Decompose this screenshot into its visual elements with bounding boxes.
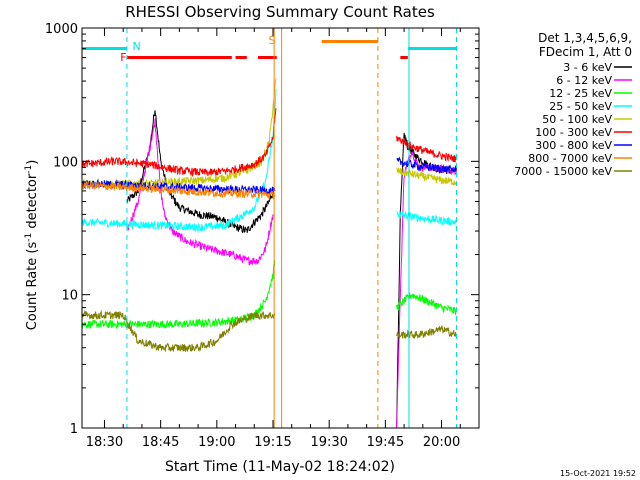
legend-label-6: 300 - 800 keV — [535, 139, 612, 152]
legend-label-4: 50 - 100 keV — [542, 113, 612, 126]
legend-label-5: 100 - 300 keV — [535, 126, 612, 139]
series-line-2-segment-0 — [82, 260, 276, 330]
x-tick-label-1: 18:45 — [142, 435, 179, 450]
legend-header-line2: FDecim 1, Att 0 — [539, 45, 632, 59]
series-line-0-segment-1 — [126, 110, 274, 234]
series-line-6-segment-1 — [396, 156, 457, 174]
flare-flag-bar-2 — [258, 56, 277, 59]
x-tick-label-2: 19:00 — [198, 435, 235, 450]
x-tick-label-4: 19:30 — [310, 435, 347, 450]
saa-flag-bar-0 — [321, 40, 378, 43]
flare-flag-bar-0 — [126, 56, 232, 59]
legend-label-3: 25 - 50 keV — [549, 100, 612, 113]
night-flag-bar-0 — [82, 47, 127, 50]
legend-label-7: 800 - 7000 keV — [528, 152, 612, 165]
series-line-7-segment-0 — [82, 180, 276, 200]
night-flag-bar-1 — [407, 47, 457, 50]
y-tick-label-1: 10 — [61, 289, 78, 304]
legend-header-line1: Det 1,3,4,5,6,9, — [538, 31, 632, 45]
flare-flag-bar-extra — [400, 56, 408, 59]
legend-label-0: 3 - 6 keV — [563, 61, 612, 74]
x-tick-label-3: 19:15 — [254, 435, 291, 450]
series-line-8-segment-1 — [396, 325, 457, 339]
axes: 18:30 18:45 19:00 19:15 19:30 19:45 20:00 1 10 10… — [45, 22, 480, 450]
x-axis-label: Start Time (11-May-02 18:24:02) — [165, 459, 395, 475]
chart-title: RHESSI Observing Summary Count Rates — [125, 3, 435, 21]
series-line-8-segment-0 — [82, 309, 276, 353]
plot-content: NF S — [82, 28, 458, 428]
timestamp: 15-Oct-2021 19:52 — [560, 469, 636, 478]
series-line-5-segment-0 — [82, 108, 277, 178]
series-line-5-segment-1 — [396, 135, 457, 163]
saa-flag-label: S — [269, 34, 276, 47]
series-line-3-segment-1 — [396, 210, 457, 227]
plot-clipped — [82, 28, 458, 428]
flare-flag-bar-1 — [235, 56, 247, 59]
flare-flag-label: F — [120, 51, 126, 64]
series-line-1-segment-1 — [126, 118, 274, 266]
y-tick-label-2: 100 — [53, 155, 78, 170]
legend-label-1: 6 - 12 keV — [556, 74, 612, 87]
night-flag-label: N — [133, 40, 141, 53]
y-tick-label-3: 1000 — [45, 22, 78, 37]
y-tick-label-0: 1 — [70, 422, 78, 437]
plot-frame — [81, 27, 480, 429]
legend-label-2: 12 - 25 keV — [549, 87, 612, 100]
legend-label-8: 7000 - 15000 keV — [514, 165, 612, 178]
x-tick-label-6: 20:00 — [423, 435, 460, 450]
x-tick-label-5: 19:45 — [367, 435, 404, 450]
y-axis-label: Count Rate (s-1 detector-1) — [24, 160, 40, 331]
series-line-3-segment-0 — [82, 88, 277, 234]
series-line-4-segment-1 — [396, 167, 457, 187]
series-line-2-segment-1 — [396, 292, 457, 315]
x-tick-label-0: 18:30 — [86, 435, 123, 450]
